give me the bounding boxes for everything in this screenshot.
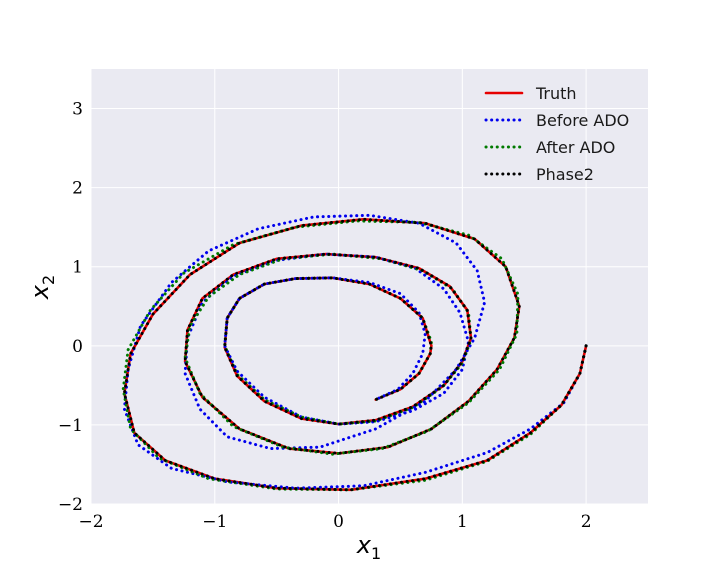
series-line-after-ado bbox=[121, 219, 588, 492]
legend-label: Before ADO bbox=[536, 111, 629, 130]
legend-label: Phase2 bbox=[536, 165, 594, 184]
y-tick-label: −1 bbox=[58, 416, 83, 436]
plot-area bbox=[91, 69, 648, 504]
y-axis-label: x2 bbox=[26, 275, 58, 300]
series-group bbox=[121, 213, 588, 492]
legend: Truth Before ADO After ADO Phase2 bbox=[484, 84, 629, 184]
series-line-phase2 bbox=[122, 217, 588, 492]
x-tick-labels: −2 −1 0 1 2 bbox=[78, 512, 591, 532]
grid-lines bbox=[90, 69, 648, 505]
x-tick-label: −1 bbox=[202, 512, 227, 532]
y-tick-label: 2 bbox=[72, 179, 83, 199]
x-tick-label: −2 bbox=[78, 512, 103, 532]
x-tick-label: 1 bbox=[457, 512, 468, 532]
legend-label: After ADO bbox=[536, 138, 615, 157]
legend-label: Truth bbox=[535, 84, 577, 103]
x-tick-label: 2 bbox=[581, 512, 592, 532]
x-tick-label: 0 bbox=[333, 512, 344, 532]
y-tick-labels: −2 −1 0 1 2 3 bbox=[58, 100, 83, 515]
y-tick-label: −2 bbox=[58, 495, 83, 515]
y-tick-label: 1 bbox=[72, 258, 83, 278]
x-axis-label: x1 bbox=[356, 531, 381, 563]
series-line-before-ado bbox=[122, 213, 588, 490]
y-tick-label: 0 bbox=[72, 337, 83, 357]
y-tick-label: 3 bbox=[72, 100, 83, 120]
